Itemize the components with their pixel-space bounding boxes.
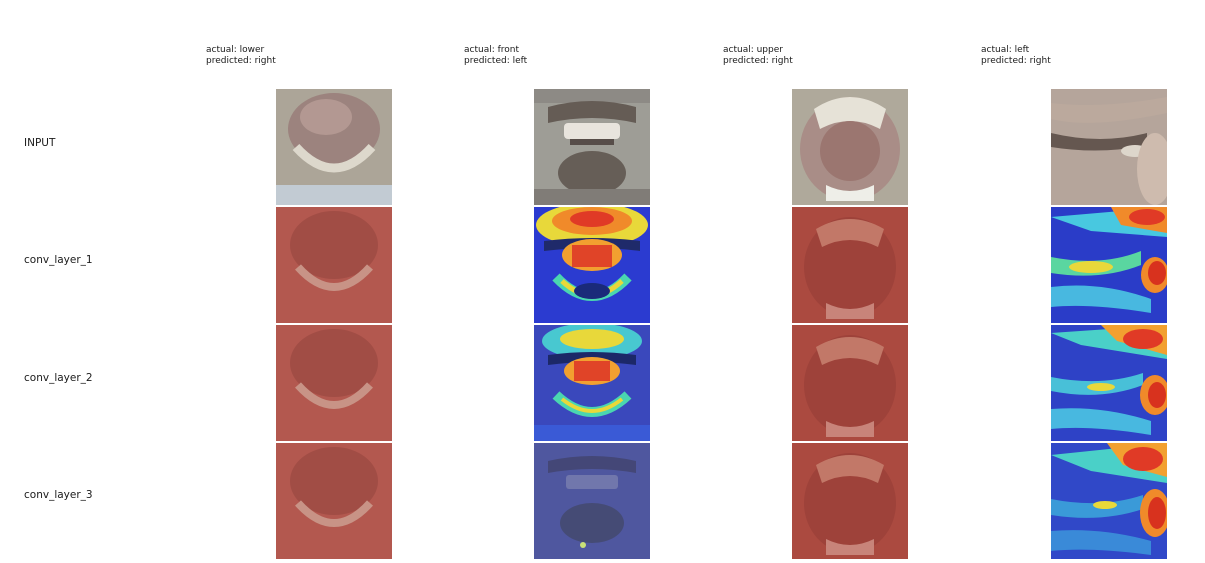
heatmap-conv-layer-1-lower — [276, 207, 392, 323]
heatmap-conv-layer-2-upper — [792, 325, 908, 441]
heatmap-conv-layer-3-left — [1051, 443, 1167, 559]
actual-label: actual: front — [464, 45, 520, 55]
actual-label: actual: left — [981, 45, 1030, 55]
input-image-mouth-left — [1051, 89, 1167, 205]
heatmap-conv-layer-2-front — [534, 325, 650, 441]
input-image-mouth-lower — [276, 89, 392, 205]
predicted-label: predicted: right — [723, 56, 793, 66]
heatmap-conv-layer-2-left — [1051, 325, 1167, 441]
heatmap-conv-layer-1-front — [534, 207, 650, 323]
heatmap-conv-layer-1-upper — [792, 207, 908, 323]
actual-label: actual: upper — [723, 45, 783, 55]
heatmap-conv-layer-2-lower — [276, 325, 392, 441]
caption-col-4: actual: left predicted: right — [981, 45, 1051, 67]
heatmap-conv-layer-1-left — [1051, 207, 1167, 323]
heatmap-conv-layer-3-upper — [792, 443, 908, 559]
caption-col-2: actual: front predicted: left — [464, 45, 527, 67]
predicted-label: predicted: right — [206, 56, 276, 66]
predicted-label: predicted: right — [981, 56, 1051, 66]
row-label-conv-layer-1: conv_layer_1 — [24, 254, 93, 266]
heatmap-conv-layer-3-lower — [276, 443, 392, 559]
row-label-conv-layer-3: conv_layer_3 — [24, 489, 93, 501]
input-image-mouth-front — [534, 89, 650, 205]
row-label-conv-layer-2: conv_layer_2 — [24, 372, 93, 384]
input-image-mouth-upper — [792, 89, 908, 205]
actual-label: actual: lower — [206, 45, 265, 55]
predicted-label: predicted: left — [464, 56, 528, 66]
caption-col-1: actual: lower predicted: right — [206, 45, 276, 67]
row-label-input: INPUT — [24, 137, 56, 149]
caption-col-3: actual: upper predicted: right — [723, 45, 793, 67]
heatmap-conv-layer-3-front — [534, 443, 650, 559]
